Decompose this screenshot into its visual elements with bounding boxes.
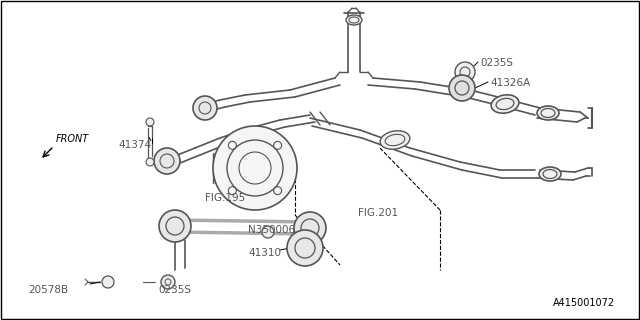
Text: FRONT: FRONT [56, 134, 89, 144]
Circle shape [159, 210, 191, 242]
Ellipse shape [380, 131, 410, 149]
Text: A415001072: A415001072 [553, 298, 615, 308]
Circle shape [193, 96, 217, 120]
Text: 0235S: 0235S [480, 58, 513, 68]
Circle shape [154, 148, 180, 174]
Circle shape [287, 230, 323, 266]
Ellipse shape [346, 15, 362, 25]
Text: 0235S: 0235S [158, 285, 191, 295]
Text: 41374: 41374 [118, 140, 151, 150]
Text: FIG.195: FIG.195 [205, 193, 245, 203]
Circle shape [161, 275, 175, 289]
Circle shape [102, 276, 114, 288]
Ellipse shape [537, 106, 559, 120]
Circle shape [294, 212, 326, 244]
Ellipse shape [539, 167, 561, 181]
Circle shape [213, 126, 297, 210]
Text: 20578B: 20578B [28, 285, 68, 295]
Text: FIG.201: FIG.201 [358, 208, 398, 218]
Circle shape [146, 158, 154, 166]
Circle shape [455, 62, 475, 82]
Text: 41310: 41310 [248, 248, 281, 258]
Text: N350006: N350006 [248, 225, 295, 235]
Ellipse shape [491, 95, 519, 113]
Text: 41326A: 41326A [490, 78, 531, 88]
Circle shape [146, 118, 154, 126]
Circle shape [262, 226, 274, 238]
Circle shape [449, 75, 475, 101]
